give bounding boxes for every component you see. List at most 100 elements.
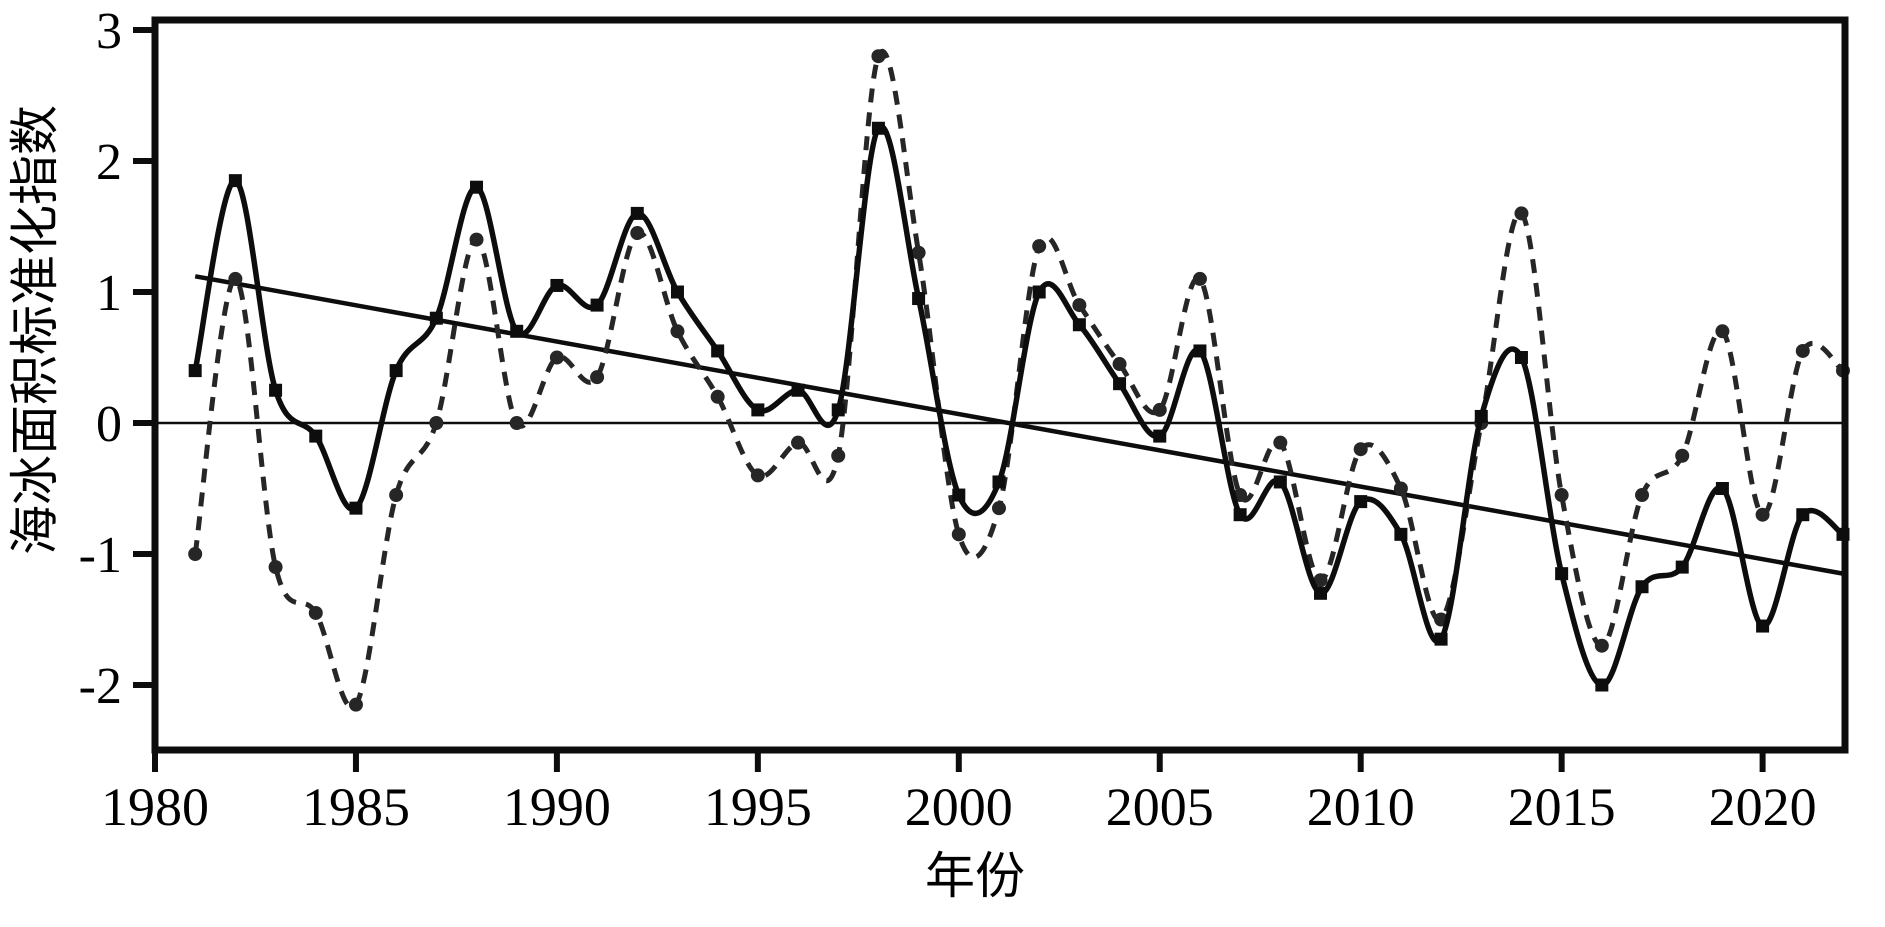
- square-marker-1988: [470, 180, 484, 194]
- square-marker-1999: [912, 292, 926, 306]
- y-tick-label-3: 3: [96, 3, 122, 60]
- y-axis-tick-labels: 3 2 1 0 -1 -2: [79, 3, 122, 715]
- x-tick-label-2020: 2020: [1709, 777, 1817, 837]
- y-tick-label-2: 2: [96, 134, 122, 191]
- circle-marker-1998: [871, 49, 886, 64]
- dashed-series-markers: [188, 49, 1850, 712]
- square-marker-2015: [1555, 567, 1569, 581]
- solid-series-markers: [188, 121, 1850, 692]
- circle-marker-2003: [1072, 298, 1087, 313]
- square-marker-1998: [871, 121, 885, 135]
- circle-marker-2021: [1795, 343, 1810, 358]
- circle-marker-1997: [831, 448, 846, 463]
- plot-frame: [151, 16, 1849, 754]
- circle-marker-1999: [911, 245, 926, 260]
- x-tick-label-1980: 1980: [101, 777, 209, 837]
- circle-marker-2002: [1032, 239, 1047, 254]
- circle-marker-2006: [1192, 271, 1207, 286]
- circle-marker-2000: [951, 527, 966, 542]
- circle-marker-2011: [1393, 481, 1408, 496]
- square-marker-1995: [751, 403, 765, 417]
- y-tick-label--1: -1: [79, 527, 122, 584]
- y-tick-label--2: -2: [79, 658, 122, 715]
- square-marker-2014: [1514, 351, 1528, 364]
- square-marker-2013: [1474, 409, 1488, 423]
- square-marker-2000: [952, 488, 966, 502]
- circle-marker-2014: [1514, 206, 1529, 221]
- circle-marker-1994: [710, 389, 725, 404]
- square-marker-2019: [1715, 482, 1729, 495]
- circle-marker-2005: [1152, 402, 1167, 417]
- circle-marker-1982: [228, 271, 243, 286]
- square-marker-1985: [349, 501, 363, 515]
- square-marker-2017: [1635, 580, 1649, 594]
- square-marker-1990: [550, 278, 564, 292]
- solid-square-series-line: [192, 123, 1846, 688]
- x-tick-label-2010: 2010: [1307, 777, 1415, 837]
- x-tick-label-2000: 2000: [905, 777, 1013, 837]
- square-marker-2005: [1153, 429, 1167, 443]
- square-marker-2001: [992, 475, 1006, 489]
- y-tick-label-1: 1: [96, 265, 122, 322]
- square-marker-2008: [1273, 475, 1287, 489]
- circle-marker-1995: [750, 468, 765, 483]
- x-tick-label-1990: 1990: [503, 777, 611, 837]
- circle-marker-2020: [1755, 507, 1770, 522]
- square-marker-2021: [1796, 508, 1810, 522]
- square-marker-1997: [831, 403, 845, 417]
- circle-marker-1992: [630, 226, 645, 241]
- circle-marker-2008: [1273, 435, 1288, 450]
- x-axis-title: 年份: [925, 848, 1025, 904]
- circle-marker-1989: [509, 416, 524, 430]
- y-tick-label-0: 0: [96, 396, 122, 453]
- square-marker-1983: [269, 383, 283, 397]
- circle-marker-2015: [1554, 488, 1569, 503]
- circle-marker-1993: [670, 324, 685, 339]
- square-marker-1987: [429, 311, 443, 325]
- x-axis-ticks: [152, 750, 1766, 772]
- square-marker-1986: [389, 364, 403, 378]
- square-marker-2010: [1354, 495, 1368, 509]
- circle-marker-1987: [429, 416, 444, 430]
- circle-marker-2016: [1594, 638, 1609, 653]
- circle-marker-2017: [1635, 488, 1650, 503]
- square-marker-2012: [1434, 632, 1448, 646]
- circle-marker-2004: [1112, 357, 1127, 372]
- circle-marker-2019: [1715, 324, 1730, 339]
- y-axis-title: 海冰面积标准化指数: [7, 105, 63, 555]
- x-tick-label-1985: 1985: [302, 777, 410, 837]
- circle-marker-1985: [348, 697, 363, 712]
- square-marker-2007: [1233, 508, 1247, 522]
- y-axis-ticks: [133, 27, 155, 688]
- circle-marker-2001: [991, 501, 1006, 516]
- circle-marker-2010: [1353, 442, 1368, 457]
- x-tick-label-2005: 2005: [1106, 777, 1214, 837]
- square-marker-2018: [1675, 560, 1689, 574]
- circle-marker-1991: [590, 370, 605, 385]
- circle-marker-1996: [791, 435, 806, 450]
- circle-marker-2009: [1313, 573, 1328, 588]
- circle-marker-1990: [549, 350, 564, 365]
- circle-marker-2018: [1675, 448, 1690, 463]
- square-marker-1992: [630, 206, 644, 220]
- square-marker-1994: [711, 344, 725, 358]
- square-marker-2003: [1072, 318, 1086, 332]
- x-tick-label-1995: 1995: [704, 777, 812, 837]
- x-tick-label-2015: 2015: [1508, 777, 1616, 837]
- x-axis-tick-labels: 1980 1985 1990 1995 2000 2005 2010 2015 2020: [101, 777, 1817, 837]
- square-marker-2016: [1595, 678, 1609, 692]
- square-marker-2009: [1314, 586, 1328, 600]
- circle-marker-1986: [389, 488, 404, 503]
- circle-marker-1984: [308, 605, 323, 620]
- circle-marker-1983: [268, 560, 283, 575]
- circle-marker-1988: [469, 232, 484, 247]
- square-marker-1989: [510, 324, 524, 338]
- square-marker-2011: [1394, 527, 1408, 541]
- square-marker-2006: [1193, 344, 1207, 358]
- square-marker-2004: [1113, 377, 1127, 391]
- square-marker-2020: [1756, 619, 1770, 633]
- square-marker-1984: [309, 429, 323, 443]
- square-marker-1982: [228, 174, 242, 188]
